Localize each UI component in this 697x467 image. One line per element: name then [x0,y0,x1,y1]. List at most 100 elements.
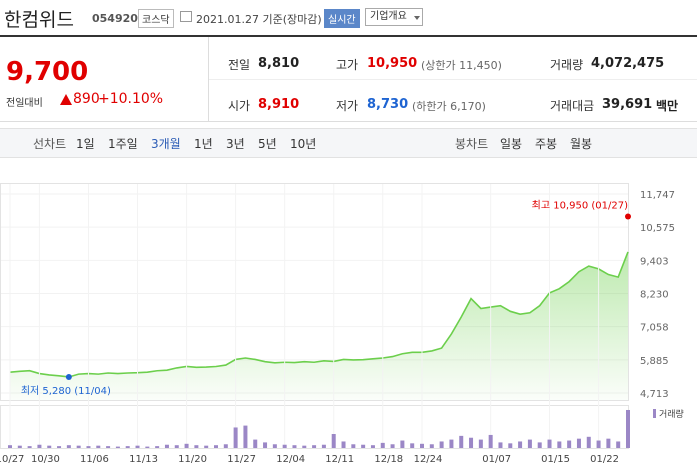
stat-label: 저가 [336,99,359,113]
volume-bar [341,441,346,448]
y-tick-label: 11,747 [640,190,675,201]
tab[interactable]: 월봉 [570,137,593,151]
y-tick-label: 7,058 [640,323,669,334]
volume-bar [174,445,179,448]
summary: 9,700 전일대비 890 +10.10% 전일 8,810 고가 10,950 (상… [0,37,697,122]
volume-bar [57,446,62,448]
volume-bar [576,438,581,448]
volume-bar [439,441,444,448]
realtime-badge[interactable]: 실시간 [324,9,360,28]
volume-bar [135,445,140,448]
company-button[interactable]: 기업개요 [365,8,423,26]
market-badge: 코스닥 [138,9,174,28]
date: 2021.01.27 기준(장마감) [196,13,322,26]
x-tick-label: 10/30 [31,454,60,465]
y-tick-label: 8,230 [640,290,669,301]
stat-label: 거래량 [550,58,584,72]
x-tick-label: 11/13 [129,454,158,465]
y-tick-label: 5,885 [640,356,669,367]
volume-bar [606,438,611,448]
volume-bar [194,445,199,448]
tab[interactable]: 3년 [226,137,245,151]
volume-bar [527,439,532,448]
price-area [10,251,628,400]
volume-legend-swatch [653,409,656,418]
x-tick-label: 01/15 [541,454,570,465]
company-button-text: 기업개요 [370,11,407,22]
tab[interactable]: 5년 [258,137,277,151]
volume-legend: 거래량 [659,408,684,420]
header: 한컴위드 054920 코스닥 2021.01.27 기준(장마감) 실시간 기… [0,0,697,37]
volume-bar [488,434,493,448]
volume-bar [478,439,483,448]
stat-value: 8,910 [258,97,300,112]
volume-bar [508,443,513,448]
volume-bar [164,444,169,448]
tab[interactable]: 일봉 [500,137,523,151]
volume-bar [390,444,395,448]
tab-group-label: 선차트 [33,137,67,151]
x-tick-label: 12/24 [414,454,443,465]
volume-bar [586,436,591,448]
volume-bar [547,439,552,448]
volume-bar [557,441,562,448]
volume-bar [537,442,542,448]
price: 9,700 [6,57,89,87]
stat-value: 39,691 [602,97,653,112]
volume-bar [233,427,238,448]
tab[interactable]: 1년 [194,137,213,151]
volume-bar [321,444,326,448]
volume-bar [17,445,22,448]
divider [209,79,697,80]
volume-bar [351,444,356,448]
volume-bar [292,445,297,448]
tab[interactable]: 1일 [76,137,95,151]
stat-label: 고가 [336,58,359,72]
volume-bar [626,409,630,448]
volume-bar [469,437,474,448]
divider [208,37,209,121]
tab[interactable]: 10년 [290,137,317,151]
volume-bar [449,439,454,448]
volume-bar [596,440,601,448]
volume-bar [37,444,42,448]
volume-bar [204,445,209,448]
tab[interactable]: 주봉 [535,137,558,151]
stat-value: 8,730 [367,97,409,112]
annotation-marker [65,373,72,380]
stat-note: (하한가 6,170) [412,100,486,113]
annotation-marker [625,213,631,220]
tab[interactable]: 3개월 [151,137,181,151]
stat-value: 4,072,475 [591,56,665,71]
volume-bar [331,434,336,448]
volume-bar [567,440,572,448]
volume-frame [0,405,629,449]
up-arrow [60,94,72,105]
stat-label: 거래대금 [550,99,595,113]
volume-bar [223,444,228,448]
y-tick-label: 10,575 [640,223,675,234]
volume-bar [459,435,464,448]
volume-bar [66,445,71,448]
volume-bar [47,445,52,448]
volume-bar [96,445,101,448]
volume-bar [155,446,160,448]
x-tick-label: 11/06 [80,454,109,465]
x-tick-label: 01/07 [482,454,511,465]
volume-bar [76,445,81,448]
calendar-icon [180,11,192,22]
y-tick-label: 9,403 [640,256,669,267]
volume-bar [380,442,385,448]
volume-bar [263,442,268,448]
change: 890 [73,91,100,107]
volume-bar [429,444,434,448]
tab[interactable]: 1주일 [108,137,138,151]
stat-value: 8,810 [258,56,300,71]
stat-label: 시가 [228,99,251,113]
volume-bar [420,443,424,448]
volume-bar [282,444,287,448]
volume-bar [8,445,12,448]
volume-bar [27,446,32,448]
dropdown-arrow [414,16,420,23]
